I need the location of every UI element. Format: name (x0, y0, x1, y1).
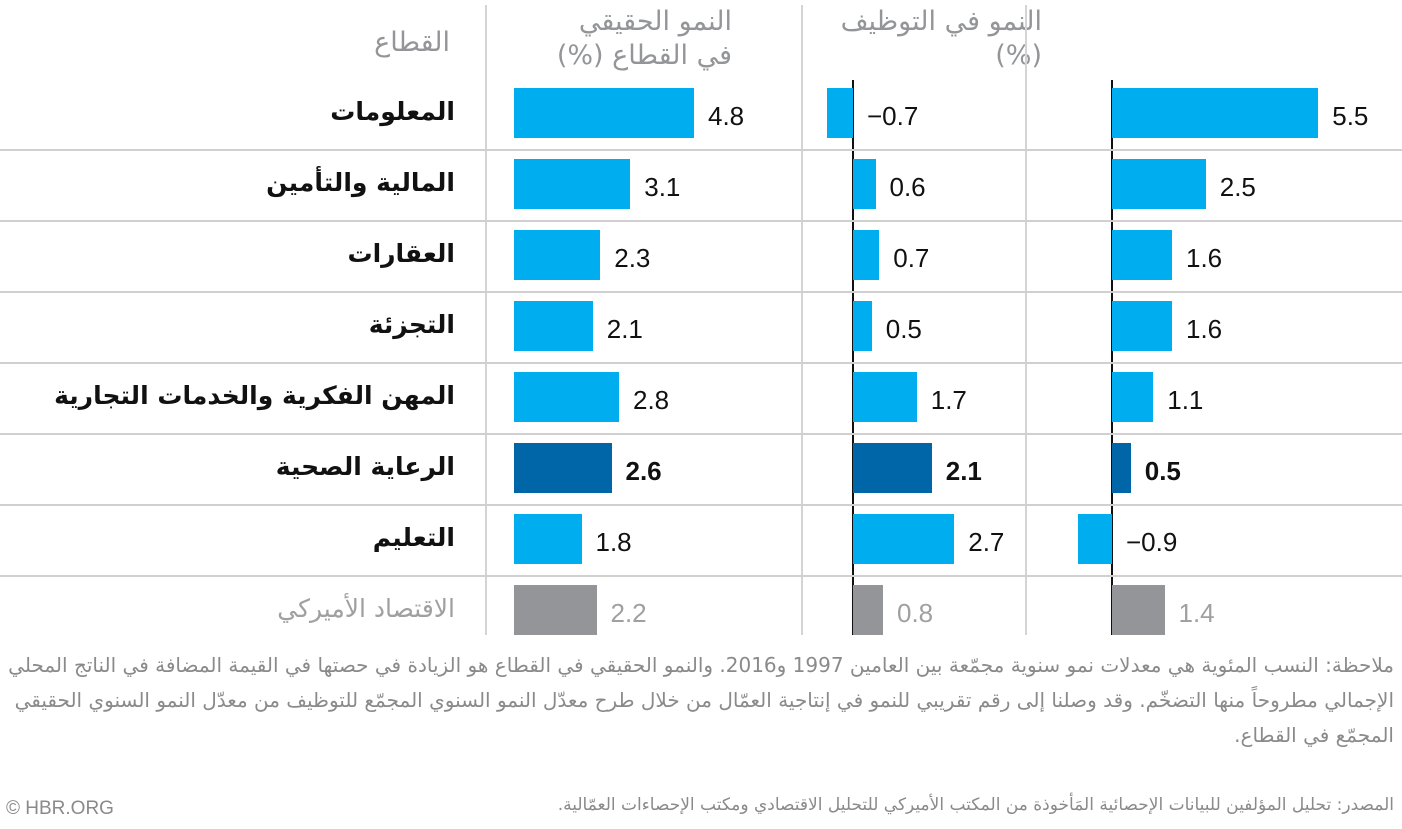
data-label: 0.6 (889, 172, 926, 202)
data-label: 2.7 (968, 527, 1005, 557)
bar (853, 230, 880, 280)
source-text: المصدر: تحليل المؤلفين للبيانات الإحصائي… (557, 795, 1394, 815)
data-label: 1.6 (1186, 243, 1223, 273)
sector-label: العقارات (347, 239, 455, 268)
sector-label: الاقتصاد الأميركي (277, 594, 455, 623)
data-label: 0.5 (885, 314, 922, 344)
bar (826, 88, 853, 138)
data-label: −0.9 (1126, 527, 1178, 557)
row-divider (0, 433, 1402, 435)
data-label: −0.7 (867, 101, 919, 131)
column-divider (1025, 5, 1027, 635)
bar (1112, 443, 1131, 493)
data-label: 2.2 (610, 598, 647, 628)
bar (853, 159, 876, 209)
bar (514, 585, 597, 635)
bar (514, 301, 593, 351)
sector-label: المعلومات (330, 97, 455, 126)
header-real-growth-line2: في القطاع (%) (556, 40, 732, 71)
row-divider (0, 220, 1402, 222)
bar (514, 443, 612, 493)
data-label: 0.8 (897, 598, 934, 628)
row-divider (0, 291, 1402, 293)
sector-label: الرعاية الصحية (275, 452, 455, 481)
column-divider (485, 5, 487, 635)
header-employment-growth-line2: (%) (995, 40, 1042, 71)
sector-label: المهن الفكرية والخدمات التجارية (54, 381, 455, 410)
sector-label: التعليم (372, 523, 455, 552)
data-label: 1.7 (930, 385, 967, 415)
bar (853, 372, 917, 422)
bar (853, 443, 932, 493)
bar (514, 159, 631, 209)
bar (514, 230, 601, 280)
bar (514, 88, 694, 138)
header-real-growth: النمو الحقيقي في القطاع (%) (432, 5, 732, 73)
data-label: 2.6 (625, 456, 662, 486)
bar (853, 585, 883, 635)
data-label: 0.5 (1144, 456, 1181, 486)
zero-axis-line (1111, 80, 1113, 635)
data-label: 2.3 (614, 243, 651, 273)
bar (514, 514, 582, 564)
copyright: © HBR.ORG (6, 798, 114, 819)
bar (514, 372, 619, 422)
bar (853, 514, 955, 564)
data-label: 5.5 (1332, 101, 1369, 131)
header-real-growth-line1: النمو الحقيقي (578, 6, 732, 37)
data-label: 1.1 (1167, 385, 1204, 415)
bar (1112, 585, 1165, 635)
bar (1112, 159, 1206, 209)
data-label: 2.5 (1219, 172, 1256, 202)
zero-axis-line (852, 80, 854, 635)
header-employment-growth-line1: النمو في التوظيف (840, 6, 1042, 37)
row-divider (0, 504, 1402, 506)
data-label: 0.7 (893, 243, 930, 273)
row-divider (0, 149, 1402, 151)
row-divider (0, 575, 1402, 577)
bar (853, 301, 872, 351)
header-sector: القطاع (374, 27, 450, 58)
bar (1112, 88, 1319, 138)
data-label: 3.1 (644, 172, 681, 202)
bar (1112, 230, 1172, 280)
sector-label: المالية والتأمين (266, 168, 455, 197)
data-label: 1.4 (1178, 598, 1215, 628)
bar (1112, 372, 1154, 422)
data-label: 2.8 (633, 385, 670, 415)
data-label: 1.6 (1186, 314, 1223, 344)
bar (1078, 514, 1112, 564)
bar (1112, 301, 1172, 351)
sector-label: التجزئة (368, 310, 455, 339)
row-divider (0, 362, 1402, 364)
data-label: 4.8 (708, 101, 745, 131)
column-divider (801, 5, 803, 635)
data-label: 2.1 (945, 456, 982, 486)
header-employment-growth: النمو في التوظيف (%) (742, 5, 1042, 73)
note-text: ملاحظة: النسب المئوية هي معدلات نمو سنوي… (8, 653, 1394, 747)
data-label: 1.8 (595, 527, 632, 557)
data-label: 2.1 (606, 314, 643, 344)
